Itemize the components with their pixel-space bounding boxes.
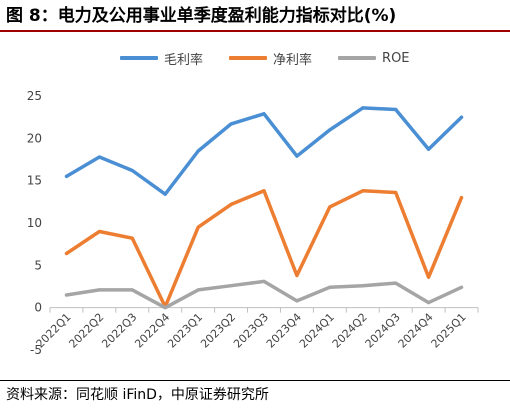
data-point	[64, 293, 68, 297]
data-point	[427, 147, 431, 151]
y-tick-label: 15	[27, 174, 42, 188]
x-tick-label: 2022Q3	[99, 311, 139, 351]
x-tick-label: 2023Q1	[165, 311, 205, 351]
data-point	[130, 288, 134, 292]
data-point	[427, 301, 431, 305]
line-chart: -505101520252022Q12022Q22022Q32022Q42023…	[27, 89, 479, 357]
source-divider	[0, 380, 510, 381]
data-point	[229, 284, 233, 288]
data-point	[130, 169, 134, 173]
data-point	[295, 273, 299, 277]
data-point	[262, 112, 266, 116]
x-tick-label: 2024Q4	[396, 311, 436, 351]
data-point	[262, 189, 266, 193]
y-tick-label: 20	[27, 131, 42, 145]
series-line-1	[64, 106, 464, 196]
legend-item-roe: ROE	[338, 50, 410, 66]
data-point	[361, 106, 365, 110]
x-tick-label: 2023Q3	[231, 311, 271, 351]
data-point	[460, 285, 464, 289]
data-point	[460, 196, 464, 200]
y-tick-label: 25	[27, 89, 42, 103]
data-point	[460, 115, 464, 119]
x-tick-label: 2025Q1	[429, 311, 469, 351]
figure-title: 图 8：电力及公用事业单季度盈利能力指标对比(%)	[6, 6, 397, 26]
source-note: 资料来源：同花顺 iFinD，中原证券研究所	[6, 387, 269, 403]
data-point	[97, 155, 101, 159]
data-point	[229, 202, 233, 206]
legend-swatch	[120, 56, 158, 60]
x-tick-label: 2022Q4	[132, 311, 172, 351]
data-point	[196, 225, 200, 229]
y-tick-label: 5	[34, 258, 42, 272]
x-tick-label: 2023Q2	[198, 311, 238, 351]
data-point	[97, 229, 101, 233]
data-point	[295, 154, 299, 158]
data-point	[229, 122, 233, 126]
data-point	[64, 174, 68, 178]
y-tick-label: -5	[30, 343, 42, 357]
data-point	[328, 205, 332, 209]
x-tick-label: 2024Q1	[297, 311, 337, 351]
data-point	[394, 281, 398, 285]
data-point	[262, 279, 266, 283]
legend-item-gross-margin: 毛利率	[120, 49, 203, 68]
legend-label: ROE	[382, 50, 410, 66]
title-divider	[0, 30, 510, 32]
data-point	[295, 299, 299, 303]
x-tick-label: 2024Q3	[363, 311, 403, 351]
series-line-3	[64, 279, 464, 310]
data-point	[130, 236, 134, 240]
y-tick-label: 10	[27, 216, 42, 230]
x-tick-label: 2023Q4	[264, 311, 304, 351]
legend-label: 毛利率	[164, 52, 204, 68]
data-point	[196, 288, 200, 292]
x-tick-label: 2022Q1	[34, 311, 74, 351]
y-tick-label: 0	[34, 301, 42, 315]
legend-swatch	[338, 56, 377, 60]
data-point	[163, 192, 167, 196]
legend-item-net-margin: 净利率	[229, 49, 312, 68]
chart-legend: 毛利率 净利率 ROE	[120, 48, 436, 68]
data-point	[394, 108, 398, 112]
data-point	[427, 275, 431, 279]
data-point	[361, 189, 365, 193]
x-tick-label: 2024Q2	[330, 311, 370, 351]
data-point	[163, 306, 167, 310]
data-point	[361, 284, 365, 288]
data-point	[328, 285, 332, 289]
legend-swatch	[229, 56, 268, 60]
data-point	[394, 191, 398, 195]
data-point	[97, 288, 101, 292]
data-point	[328, 128, 332, 132]
data-point	[196, 149, 200, 153]
legend-label: 净利率	[273, 52, 313, 68]
data-point	[64, 251, 68, 255]
x-tick-label: 2022Q2	[66, 311, 106, 351]
